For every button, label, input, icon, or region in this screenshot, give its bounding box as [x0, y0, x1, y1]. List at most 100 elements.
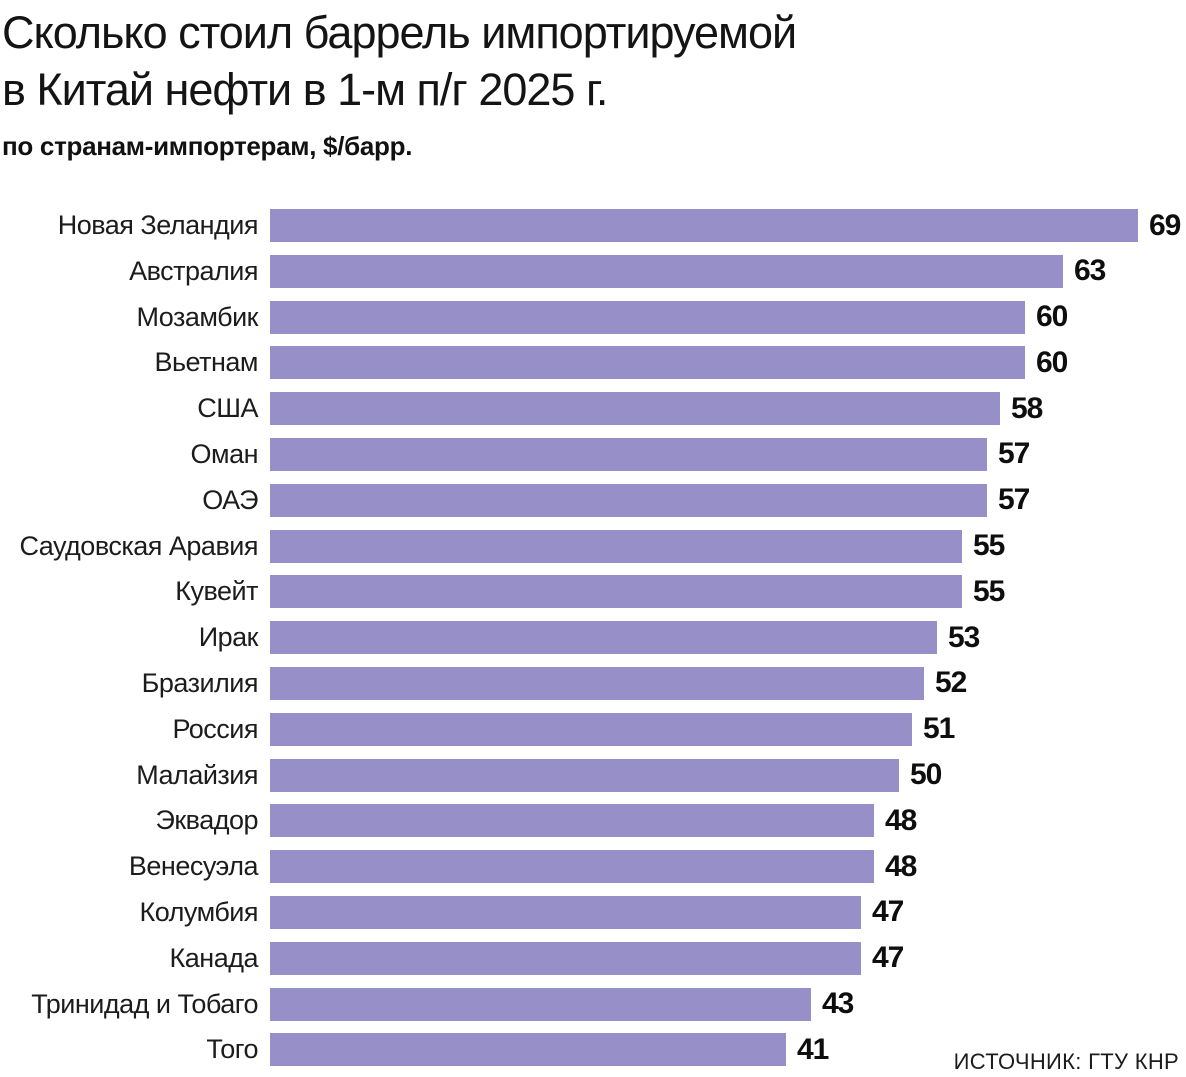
bar: [270, 254, 1063, 288]
bar: [270, 987, 811, 1021]
bar-track: 60: [270, 300, 1186, 334]
value-label: 55: [973, 529, 1005, 563]
bar-track: 51: [270, 712, 1186, 746]
country-label: Оман: [190, 438, 259, 469]
value-label: 51: [923, 712, 955, 746]
country-label: Эквадор: [155, 805, 258, 836]
bar: [270, 712, 912, 746]
bar-row: Ирак 53: [0, 620, 1186, 655]
value-label: 58: [1011, 391, 1043, 425]
country-label: Новая Зеландия: [57, 210, 259, 240]
value-label: 63: [1074, 254, 1106, 288]
bar: [270, 346, 1025, 380]
bar-track: 63: [270, 254, 1186, 288]
bar-row: Оман 57: [0, 437, 1186, 471]
bar: [270, 621, 937, 655]
value-label: 47: [872, 895, 904, 929]
bar-row: Малайзия 50: [0, 758, 1186, 792]
bar-track: 47: [270, 941, 1186, 975]
value-label: 48: [885, 803, 917, 837]
bar-row: Того 41: [0, 1032, 1186, 1067]
bar: [270, 392, 1000, 426]
bar-row: Новая Зеландия 69: [0, 209, 1186, 242]
country-label: Австралия: [129, 255, 258, 286]
country-label: Ирак: [198, 622, 259, 653]
bar-track: 60: [270, 345, 1186, 380]
bar-row: Кувейт 55: [0, 574, 1186, 609]
country-label: ОАЭ: [202, 484, 258, 515]
country-label: Вьетнам: [154, 347, 258, 378]
chart-title-line1: Сколько стоил баррель импортируемой: [2, 7, 797, 58]
bar-row: Венесуэла 48: [0, 849, 1186, 884]
bar-track: 58: [270, 391, 1186, 426]
bar: [270, 758, 899, 792]
value-label: 57: [998, 437, 1030, 471]
bar-row: Колумбия 47: [0, 895, 1186, 929]
value-label: 41: [797, 1032, 829, 1066]
bar-track: 55: [270, 574, 1186, 609]
bar-track: 50: [270, 758, 1186, 792]
value-label: 60: [1036, 345, 1068, 379]
value-label: 60: [1036, 300, 1068, 334]
bar-row: ОАЭ 57: [0, 483, 1186, 517]
bar: [270, 666, 924, 700]
bar-chart: Новая Зеландия 69 Австралия 63 Мозамбик …: [0, 209, 1186, 1067]
value-label: 53: [948, 620, 980, 654]
bar-row: Вьетнам 60: [0, 345, 1186, 380]
bar-track: 52: [270, 666, 1186, 700]
country-label: Россия: [172, 713, 258, 744]
chart-subtitle: по странам-импортерам, $/барр.: [2, 131, 413, 161]
value-label: 69: [1149, 208, 1181, 242]
value-label: 48: [885, 849, 917, 883]
bar: [270, 895, 861, 929]
chart-title-line2: в Китай нефти в 1-м п/г 2025 г.: [2, 64, 608, 115]
country-label: Бразилия: [141, 667, 259, 698]
bar-row: Саудовская Аравия 55: [0, 529, 1186, 563]
bar-track: 48: [270, 803, 1186, 838]
country-label: Кувейт: [175, 576, 258, 607]
bar-row: США 58: [0, 391, 1186, 426]
bar-track: 53: [270, 620, 1186, 655]
country-label: Венесуэла: [128, 851, 259, 882]
bar: [270, 1033, 786, 1067]
bar: [270, 300, 1025, 334]
value-label: 57: [998, 483, 1030, 517]
chart-title: Сколько стоил баррель импортируемой в Ки…: [2, 4, 1186, 118]
country-label: Канада: [169, 942, 259, 973]
bar-row: Тринидад и Тобаго 43: [0, 987, 1186, 1021]
value-label: 52: [935, 666, 967, 700]
bar: [270, 941, 861, 975]
bar-row: Канада 47: [0, 941, 1186, 975]
value-label: 47: [872, 941, 904, 975]
value-label: 55: [973, 574, 1005, 608]
bar-track: 47: [270, 895, 1186, 929]
bar-track: 48: [270, 849, 1186, 884]
bar: [270, 437, 987, 471]
bar: [270, 529, 962, 563]
bar-track: 55: [270, 529, 1186, 563]
country-label: Малайзия: [136, 759, 258, 790]
bar-row: Россия 51: [0, 712, 1186, 746]
country-label: США: [197, 393, 258, 424]
bar-row: Мозамбик 60: [0, 300, 1186, 334]
country-label: Тринидад и Тобаго: [31, 988, 258, 1019]
chart-header: Сколько стоил баррель импортируемой в Ки…: [0, 0, 1186, 162]
country-label: Колумбия: [139, 896, 258, 927]
bar: [270, 575, 962, 609]
bar-row: Бразилия 52: [0, 666, 1186, 700]
country-label: Того: [206, 1034, 258, 1065]
country-label: Мозамбик: [136, 301, 258, 332]
bar-track: 41: [270, 1032, 1186, 1067]
value-label: 43: [822, 987, 854, 1021]
bar: [270, 804, 874, 838]
bar-row: Австралия 63: [0, 254, 1186, 288]
bar-track: 43: [270, 987, 1186, 1021]
country-label: Саудовская Аравия: [19, 530, 258, 561]
bar-track: 57: [270, 437, 1186, 471]
bar-track: 69: [270, 209, 1186, 242]
bar-row: Эквадор 48: [0, 803, 1186, 838]
bar: [270, 209, 1138, 242]
bar: [270, 483, 987, 517]
bar: [270, 850, 874, 884]
